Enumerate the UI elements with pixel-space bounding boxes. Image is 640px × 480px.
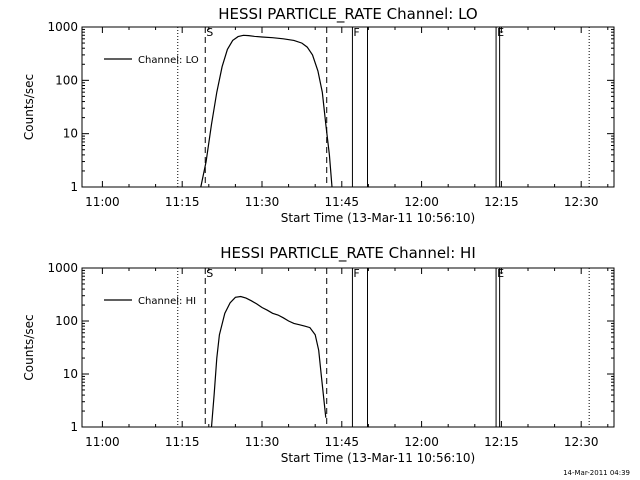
chart-panel-1 <box>81 26 615 188</box>
event-marker-label: E <box>497 267 504 280</box>
x-tick-label: 12:30 <box>564 195 599 209</box>
x-tick-label: 11:15 <box>165 435 200 449</box>
y-tick-label: 10 <box>63 127 78 141</box>
y-tick-label: 10 <box>63 367 78 381</box>
chart-panel-2 <box>81 267 615 428</box>
x-tick-label: 12:30 <box>564 435 599 449</box>
y-tick-label: 1000 <box>47 261 78 275</box>
chart-title: HESSI PARTICLE_RATE Channel: HI <box>220 244 476 263</box>
y-tick-label: 100 <box>55 73 78 87</box>
event-marker-label: E <box>497 26 504 39</box>
plot-frame <box>81 26 615 188</box>
chart-title: HESSI PARTICLE_RATE Channel: LO <box>218 5 477 24</box>
plot-frame <box>81 267 615 428</box>
generation-timestamp: 14-Mar-2011 04:39 <box>563 469 630 477</box>
event-marker-label: F <box>353 26 359 39</box>
x-tick-label: 11:00 <box>85 195 120 209</box>
event-marker-label: S <box>206 26 213 39</box>
x-tick-label: 12:15 <box>484 195 519 209</box>
legend-label: Channel: LO <box>138 55 199 66</box>
x-axis-title: Start Time (13-Mar-11 10:56:10) <box>281 451 475 465</box>
event-marker-label: F <box>353 267 359 280</box>
y-tick-label: 1 <box>70 180 78 194</box>
y-tick-label: 100 <box>55 314 78 328</box>
x-tick-label: 11:15 <box>165 195 200 209</box>
series-line <box>200 34 333 188</box>
y-tick-label: 1 <box>70 420 78 434</box>
x-tick-label: 12:15 <box>484 435 519 449</box>
x-tick-label: 11:45 <box>324 195 359 209</box>
series-line <box>210 295 327 428</box>
x-tick-label: 11:45 <box>324 435 359 449</box>
event-marker-label: S <box>206 267 213 280</box>
x-tick-label: 12:00 <box>404 195 439 209</box>
x-tick-label: 11:30 <box>245 195 280 209</box>
x-axis-title: Start Time (13-Mar-11 10:56:10) <box>281 211 475 225</box>
y-tick-label: 1000 <box>47 20 78 34</box>
y-axis-title: Counts/sec <box>22 314 36 380</box>
y-axis-title: Counts/sec <box>22 74 36 140</box>
legend-label: Channel: HI <box>138 296 196 307</box>
x-tick-label: 12:00 <box>404 435 439 449</box>
x-tick-label: 11:00 <box>85 435 120 449</box>
x-tick-label: 11:30 <box>245 435 280 449</box>
